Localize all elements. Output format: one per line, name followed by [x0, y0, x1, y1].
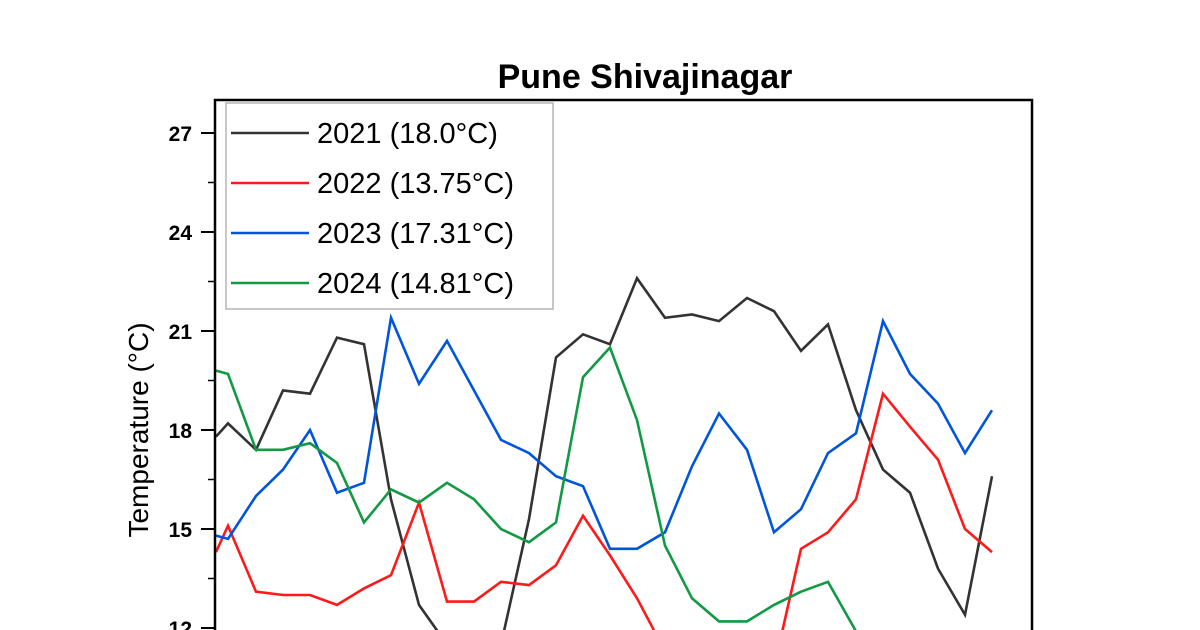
chart-title: Pune Shivajinagar: [498, 58, 793, 96]
legend-label: 2021 (18.0°C): [317, 118, 498, 150]
legend-label: 2024 (14.81°C): [317, 268, 514, 300]
y-axis: 12 15 18 21 24 27: [169, 123, 215, 630]
legend-label: 2022 (13.75°C): [317, 168, 514, 200]
y-tick-label: 12: [169, 618, 192, 630]
legend-label: 2023 (17.31°C): [317, 218, 514, 250]
y-tick-label: 21: [169, 321, 193, 344]
legend: 2021 (18.0°C) 2022 (13.75°C) 2023 (17.31°C…: [225, 102, 554, 310]
series-line-2: [215, 313, 994, 551]
y-tick-label: 15: [169, 519, 193, 542]
y-axis-label: Temperature (°C): [123, 322, 154, 537]
series-line-1: [215, 390, 993, 630]
series-lines: [215, 275, 994, 630]
y-tick-label: 27: [169, 123, 192, 146]
plot-frame: [213, 98, 1034, 630]
y-tick-label: 24: [169, 222, 193, 245]
series-line-3: [215, 345, 857, 630]
legend-box: [225, 102, 554, 310]
y-tick-label: 18: [169, 420, 193, 443]
